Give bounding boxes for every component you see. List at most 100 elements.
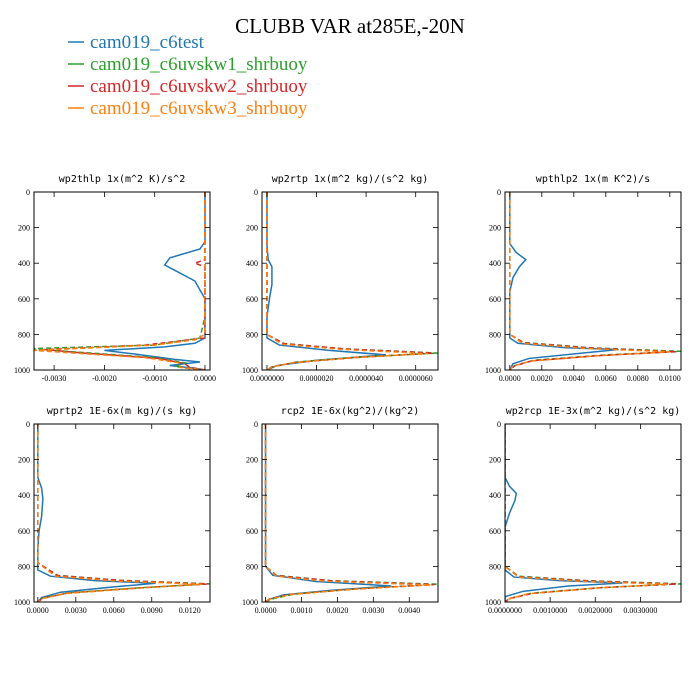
- y-tick-label: 200: [18, 456, 30, 465]
- panel-title: wp2rtp 1x(m^2 kg)/(s^2 kg): [272, 174, 429, 185]
- panel-2: wp2rtp 1x(m^2 kg)/(s^2 kg) 0 200 400 600 800 1…: [242, 174, 439, 383]
- panel-4: wprtp2 1E-6x(m kg)/(s kg) 0 200 400 600 800 10…: [14, 406, 211, 615]
- y-tick-label: 200: [246, 224, 258, 233]
- x-tick-label: 0.0010000: [533, 606, 567, 615]
- y-tick-label: 200: [246, 456, 258, 465]
- y-tick-label: 400: [18, 491, 30, 500]
- x-tick-label: 0.0060: [103, 606, 125, 615]
- panel-6: wp2rcp 1E-3x(m^2 kg)/(s^2 kg) 0 200 400 600 8…: [485, 406, 682, 615]
- x-tick-label: 0.0000: [27, 606, 49, 615]
- series-line: [509, 192, 677, 370]
- series-line: [505, 424, 677, 602]
- y-tick-label: 200: [18, 224, 30, 233]
- series-line: [264, 424, 431, 602]
- y-tick-label: 0: [254, 188, 258, 197]
- x-tick-label: 0.0000040: [349, 374, 383, 383]
- x-tick-label: 0.0020: [326, 606, 348, 615]
- y-tick-label: 800: [489, 562, 501, 571]
- x-tick-label: 0.0060: [595, 374, 617, 383]
- series-line: [34, 192, 206, 370]
- y-tick-label: 600: [489, 295, 501, 304]
- panel-title: rcp2 1E-6x(kg^2)/(kg^2): [281, 406, 419, 417]
- x-tick-label: -0.0020: [92, 374, 117, 383]
- x-tick-label: 0.0000: [194, 374, 216, 383]
- x-tick-label: 0.0090: [141, 606, 163, 615]
- y-tick-label: 800: [18, 562, 30, 571]
- panel-title: wp2rcp 1E-3x(m^2 kg)/(s^2 kg): [506, 406, 681, 417]
- x-tick-label: -0.0030: [42, 374, 67, 383]
- x-tick-label: 0.0000060: [399, 374, 433, 383]
- legend-label: cam019_c6uvskw3_shrbuoy: [90, 98, 308, 119]
- y-tick-label: 800: [18, 330, 30, 339]
- series-line: [509, 192, 619, 370]
- series-line: [266, 192, 438, 370]
- panel-title: wpthlp2 1x(m K^2)/s: [536, 174, 650, 185]
- x-tick-label: 0.0030000: [623, 606, 657, 615]
- y-tick-label: 400: [489, 491, 501, 500]
- x-tick-label: 0.0030: [65, 606, 87, 615]
- y-tick-label: 1000: [14, 598, 30, 607]
- x-tick-label: 0.0020000: [578, 606, 612, 615]
- figure-title: CLUBB VAR at285E,-20N: [235, 14, 465, 38]
- y-tick-label: 400: [18, 259, 30, 268]
- y-tick-label: 400: [246, 259, 258, 268]
- series-line: [37, 424, 210, 602]
- x-tick-label: 0.0080: [627, 374, 649, 383]
- series-line: [505, 424, 668, 602]
- legend-label: cam019_c6uvskw1_shrbuoy: [90, 54, 308, 75]
- plot-frame: [261, 423, 439, 603]
- panel-5: rcp2 1E-6x(kg^2)/(kg^2) 0 200 400 600 800 1000…: [242, 406, 439, 615]
- series-line: [505, 424, 681, 602]
- y-tick-label: 0: [254, 420, 258, 429]
- x-tick-label: 0.0000: [499, 374, 521, 383]
- panel-title: wp2thlp 1x(m^2 K)/s^2: [59, 174, 185, 185]
- series-line: [264, 424, 392, 602]
- y-tick-label: 800: [489, 330, 501, 339]
- y-tick-label: 200: [489, 224, 501, 233]
- y-tick-label: 1000: [485, 366, 501, 375]
- panels: wp2thlp 1x(m^2 K)/s^2 0 200 400 600 800 1000 -0…: [14, 174, 682, 615]
- panel-1: wp2thlp 1x(m^2 K)/s^2 0 200 400 600 800 1000 -0…: [14, 174, 216, 383]
- x-tick-label: 0.0100: [659, 374, 681, 383]
- y-tick-label: 200: [489, 456, 501, 465]
- series-line: [266, 192, 434, 370]
- series-line: [264, 424, 435, 602]
- series-line: [266, 192, 429, 370]
- series-line: [37, 424, 208, 602]
- y-tick-label: 400: [246, 491, 258, 500]
- plot-frame: [261, 191, 439, 371]
- series-line: [104, 192, 206, 370]
- y-tick-label: 1000: [242, 598, 258, 607]
- y-tick-label: 1000: [485, 598, 501, 607]
- x-tick-label: 0.0000020: [300, 374, 334, 383]
- x-tick-label: 0.0120: [179, 606, 201, 615]
- x-tick-label: 0.0020: [531, 374, 553, 383]
- plot-frame: [33, 191, 211, 371]
- legend-label: cam019_c6test: [90, 32, 205, 53]
- y-tick-label: 600: [18, 295, 30, 304]
- series-line: [505, 424, 623, 602]
- panel-3: wpthlp2 1x(m K^2)/s020040060080010000.00…: [485, 174, 682, 383]
- x-tick-label: 0.0000000: [488, 606, 522, 615]
- plot-frame: [504, 423, 682, 603]
- series-line: [37, 424, 203, 602]
- legend: cam019_c6testcam019_c6uvskw1_shrbuoycam0…: [68, 32, 308, 119]
- x-tick-label: 0.0040: [563, 374, 585, 383]
- panel-title: wprtp2 1E-6x(m kg)/(s kg): [47, 406, 198, 417]
- y-tick-label: 0: [26, 420, 30, 429]
- y-tick-label: 800: [246, 562, 258, 571]
- x-tick-label: 0.0040: [398, 606, 420, 615]
- legend-label: cam019_c6uvskw2_shrbuoy: [90, 76, 308, 97]
- x-tick-label: 0.0010: [291, 606, 313, 615]
- y-tick-label: 400: [489, 259, 501, 268]
- y-tick-label: 0: [26, 188, 30, 197]
- x-tick-label: 0.0000000: [250, 374, 284, 383]
- y-tick-label: 600: [246, 295, 258, 304]
- series-line: [34, 192, 206, 370]
- y-tick-label: 600: [489, 527, 501, 536]
- series-line: [37, 424, 156, 602]
- y-tick-label: 0: [497, 420, 501, 429]
- plot-frame: [504, 191, 682, 371]
- x-tick-label: 0.0030: [362, 606, 384, 615]
